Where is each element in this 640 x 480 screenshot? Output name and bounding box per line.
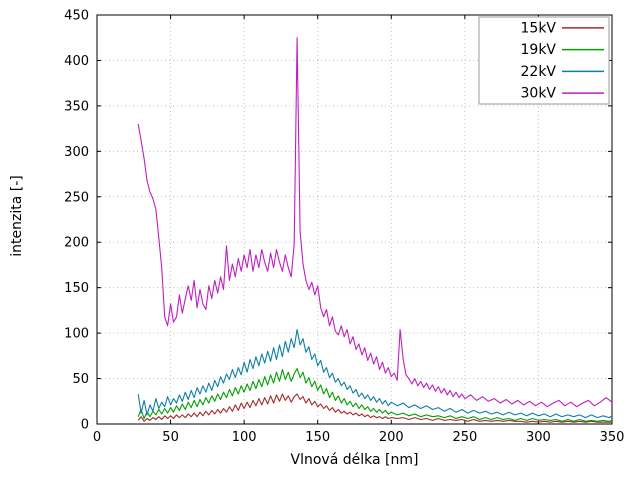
x-tick-label: 300 <box>526 430 551 445</box>
y-axis-label: intenzita [-] <box>9 175 25 257</box>
y-tick-label: 300 <box>64 145 89 160</box>
legend-label: 22kV <box>521 64 557 80</box>
x-tick-label: 250 <box>452 430 477 445</box>
legend-label: 19kV <box>521 42 557 58</box>
y-tick-label: 150 <box>64 281 89 296</box>
y-tick-label: 100 <box>64 327 89 342</box>
y-tick-label: 200 <box>64 236 89 251</box>
x-tick-label: 0 <box>93 430 101 445</box>
legend-label: 30kV <box>521 86 557 102</box>
x-tick-label: 200 <box>379 430 404 445</box>
y-tick-label: 0 <box>81 418 89 433</box>
x-axis-label: Vlnová délka [nm] <box>290 452 419 468</box>
legend-label: 15kV <box>521 20 557 36</box>
legend-entry-30kV: 30kV <box>521 86 604 102</box>
plot-border <box>96 14 613 425</box>
series-line-30kV <box>137 37 613 408</box>
legend-entry-19kV: 19kV <box>521 42 604 58</box>
x-tick-label: 350 <box>600 430 625 445</box>
legend-entry-22kV: 22kV <box>521 64 604 80</box>
series-line-19kV <box>137 368 613 422</box>
series-line-15kV <box>137 393 612 423</box>
x-tick-label: 100 <box>232 430 257 445</box>
legend-entry-15kV: 15kV <box>521 20 604 36</box>
y-tick-label: 250 <box>64 190 89 205</box>
y-tick-label: 450 <box>64 9 89 24</box>
series-line-22kV <box>137 328 613 419</box>
y-tick-label: 50 <box>72 372 89 387</box>
y-tick-label: 350 <box>64 99 89 114</box>
x-tick-label: 50 <box>162 430 179 445</box>
x-tick-label: 150 <box>305 430 330 445</box>
legend-box <box>478 16 610 105</box>
y-tick-label: 400 <box>64 54 89 69</box>
legend: 15kV 19kV 22kV 30kV <box>478 16 610 105</box>
